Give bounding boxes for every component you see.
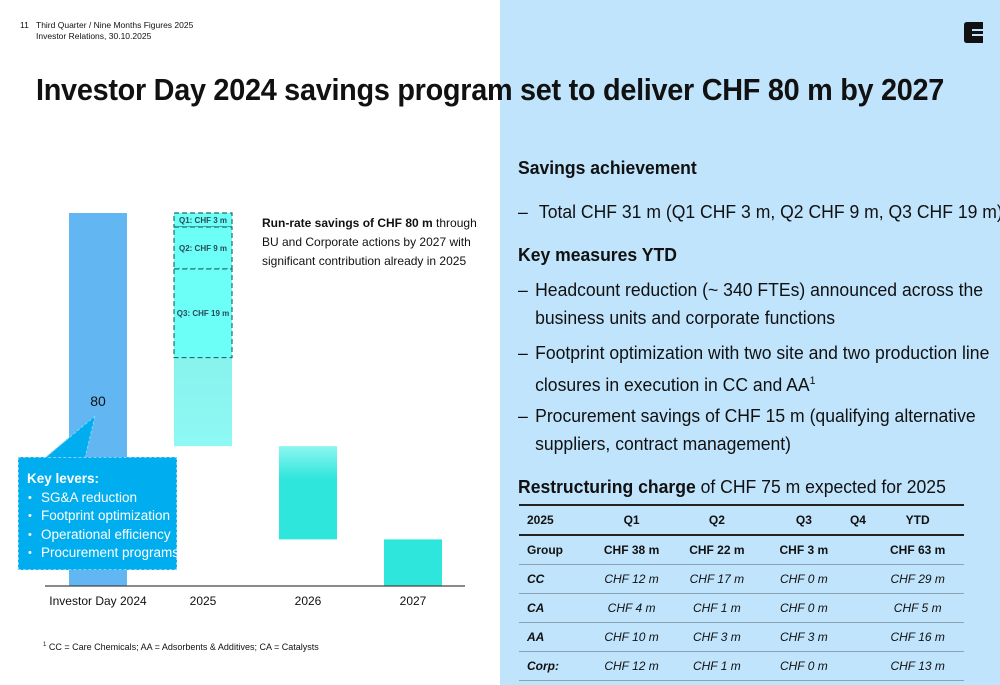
measure-line: Headcount reduction (~ 340 FTEs) announc…: [535, 279, 984, 300]
x-tick-label: Investor Day 2024: [49, 594, 147, 608]
header-line1: Third Quarter / Nine Months Figures 2025: [36, 20, 194, 30]
col-header: Q4: [844, 504, 872, 536]
measure-line: closures in execution in CC and AA: [535, 374, 810, 396]
chart-note: Run-rate savings of CHF 80 m through BU …: [262, 214, 492, 271]
table-cell: CHF 38 m: [592, 535, 671, 565]
measure-line: business units and corporate functions: [535, 307, 836, 328]
breakdown-label: Q1: CHF 3 m: [179, 216, 227, 225]
page-title: Investor Day 2024 savings program set to…: [36, 72, 945, 107]
page-number: 11: [20, 20, 29, 30]
table-cell: CHF 0 m: [763, 564, 845, 594]
x-tick-label: 2026: [295, 594, 322, 608]
table-row: Group CHF 38 m CHF 22 m CHF 3 m CHF 63 m: [519, 535, 964, 565]
table-cell: CHF 10 m: [592, 622, 671, 652]
table-cell: CHF 3 m: [763, 535, 845, 565]
table-cell: Group: [519, 535, 593, 565]
col-header: YTD: [871, 504, 964, 536]
dash: –: [518, 342, 528, 363]
levers-heading: Key levers:: [27, 471, 100, 486]
restructuring-bold: Restructuring charge: [518, 476, 696, 497]
table-cell: CHF 3 m: [763, 622, 845, 652]
table-row: Corp: CHF 12 m CHF 1 m CHF 0 m CHF 13 m: [519, 651, 964, 681]
table-cell: CHF 22 m: [670, 535, 764, 565]
table-cell: CHF 5 m: [871, 593, 964, 623]
table-cell: [844, 651, 872, 681]
restructuring-heading: Restructuring charge of CHF 75 m expecte…: [518, 473, 946, 501]
table-cell: CHF 1 m: [670, 651, 764, 681]
breakdown-label: Q3: CHF 19 m: [177, 309, 229, 318]
bar-2027: [384, 539, 442, 586]
table-cell: [844, 593, 872, 623]
dash: –: [518, 405, 528, 426]
footnote-mark: 1: [43, 642, 47, 648]
table-cell: CHF 12 m: [592, 651, 671, 681]
footnote-text: CC = Care Chemicals; AA = Adsorbents & A…: [46, 642, 319, 652]
table-cell: AA: [519, 622, 593, 652]
table-cell: Corp:: [519, 651, 593, 681]
lever-item: Operational efficiency: [27, 526, 176, 545]
lever-item: SG&A reduction: [27, 489, 176, 508]
table-row: CA CHF 4 m CHF 1 m CHF 0 m CHF 5 m: [519, 593, 964, 623]
measure-line: Footprint optimization with two site and…: [535, 342, 990, 363]
measure-line: suppliers, contract management): [535, 433, 792, 454]
table-cell: CHF 4 m: [592, 593, 671, 623]
measure-line: Procurement savings of CHF 15 m (qualify…: [535, 405, 976, 426]
savings-bullet: – Total CHF 31 m (Q1 CHF 3 m, Q2 CHF 9 m,…: [518, 198, 1000, 226]
table-cell: CHF 17 m: [670, 564, 764, 594]
breakdown-segment: [173, 268, 233, 359]
table-cell: CHF 12 m: [592, 564, 671, 594]
note-text: through BU and Corporate actions by 2027…: [262, 216, 477, 268]
bar-2026: [279, 446, 337, 540]
lever-item: Procurement programs: [27, 544, 179, 563]
table-cell: CHF 0 m: [763, 593, 845, 623]
header-line2: Investor Relations, 30.10.2025: [36, 31, 152, 41]
table-cell: [844, 622, 872, 652]
table-cell: [844, 535, 872, 565]
measures-heading: Key measures YTD: [518, 244, 677, 265]
col-header: Q1: [592, 504, 671, 536]
savings-text: Total CHF 31 m (Q1 CHF 3 m, Q2 CHF 9 m, …: [538, 201, 1000, 222]
table-cell: CHF 3 m: [670, 622, 764, 652]
table-header-row: 2025 Q1 Q2 Q3 Q4 YTD: [519, 504, 964, 536]
breakdown-segment: [173, 226, 233, 270]
table-cell: CA: [519, 593, 593, 623]
table-row: AA CHF 10 m CHF 3 m CHF 3 m CHF 16 m: [519, 622, 964, 652]
measure-item: – Footprint optimization with two site an…: [518, 339, 990, 399]
total-value-label: 80: [90, 393, 106, 409]
table-cell: CC: [519, 564, 593, 594]
table-cell: [844, 564, 872, 594]
note-bold: Run-rate savings of CHF 80 m: [262, 216, 433, 230]
table-row: CC CHF 12 m CHF 17 m CHF 0 m CHF 29 m: [519, 564, 964, 594]
measure-item: – Headcount reduction (~ 340 FTEs) announ…: [518, 276, 984, 332]
table-cell: CHF 29 m: [871, 564, 964, 594]
restructuring-table: 2025 Q1 Q2 Q3 Q4 YTD Group CHF 38 m CHF 22 m CHF…: [519, 504, 964, 681]
col-header: 2025: [519, 504, 593, 536]
table-cell: CHF 1 m: [670, 593, 764, 623]
col-header: Q2: [670, 504, 764, 536]
table-cell: CHF 13 m: [871, 651, 964, 681]
dash: –: [518, 279, 528, 300]
restructuring-text: of CHF 75 m expected for 2025: [695, 476, 946, 497]
x-tick-label: 2025: [190, 594, 217, 608]
savings-heading: Savings achievement: [518, 157, 697, 178]
key-levers-callout: Key levers: SG&A reduction Footprint opt…: [18, 457, 179, 570]
col-header: Q3: [763, 504, 845, 536]
x-tick-label: 2027: [400, 594, 427, 608]
footnote-ref: 1: [809, 375, 816, 387]
footnote: 1 CC = Care Chemicals; AA = Adsorbents &…: [43, 642, 319, 652]
dash: –: [518, 201, 528, 222]
measure-item: – Procurement savings of CHF 15 m (qualif…: [518, 402, 976, 458]
breakdown-label: Q2: CHF 9 m: [179, 244, 227, 253]
savings-waterfall-chart: Investor Day 2024 2025 2026 2027 Q1: CHF 3 m…: [43, 212, 465, 608]
table-cell: CHF 0 m: [763, 651, 845, 681]
company-logo-icon: [964, 22, 983, 43]
table-cell: CHF 63 m: [871, 535, 964, 565]
table-cell: CHF 16 m: [871, 622, 964, 652]
lever-item: Footprint optimization: [27, 507, 176, 526]
